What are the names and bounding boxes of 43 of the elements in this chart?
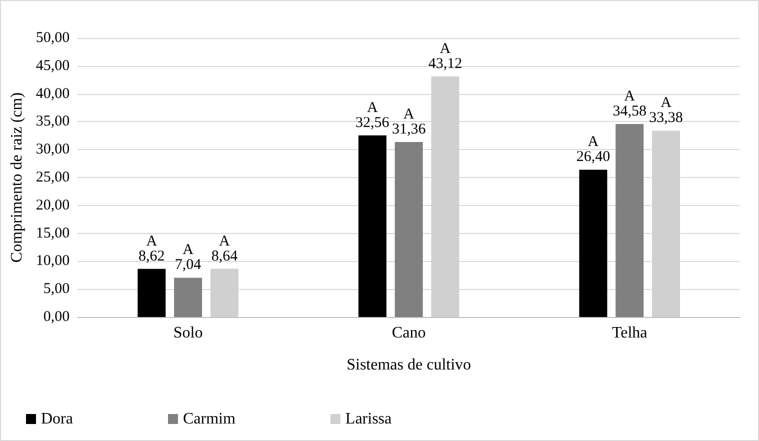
bar — [174, 278, 202, 317]
y-tick-label: 5,00 — [43, 281, 70, 298]
data-label: 34,58 — [612, 104, 646, 120]
data-label: 32,56 — [356, 114, 390, 131]
y-tick-label: 40,00 — [36, 86, 70, 102]
y-tick-label: 0,00 — [43, 309, 70, 325]
bar — [394, 142, 423, 317]
annotation: A — [440, 40, 451, 57]
x-tick-label: Cano — [392, 324, 426, 342]
y-axis-title: Comprimento de raiz (cm) — [8, 92, 26, 263]
data-label: 31,36 — [392, 122, 426, 138]
y-tick-label: 10,00 — [36, 253, 70, 270]
bar — [138, 268, 166, 317]
legend-label: Larissa — [345, 410, 392, 428]
annotation: A — [660, 95, 672, 112]
y-tick-label: 50,00 — [36, 30, 70, 46]
annotation: A — [146, 233, 158, 250]
annotation: A — [182, 242, 194, 258]
x-tick-label: Solo — [173, 324, 203, 342]
y-tick-label: 20,00 — [36, 197, 70, 214]
y-tick-label: 30,00 — [36, 142, 70, 158]
annotation: A — [624, 88, 636, 105]
data-label: 43,12 — [428, 56, 462, 72]
x-axis-title: Sistemas de cultivo — [346, 356, 472, 374]
legend-label: Carmim — [182, 410, 236, 428]
y-tick-label: 15,00 — [36, 225, 70, 242]
data-label: 8,62 — [138, 248, 165, 264]
annotation: A — [219, 233, 230, 250]
annotation: A — [588, 134, 599, 150]
data-label: 33,38 — [649, 110, 683, 126]
y-tick-label: 35,00 — [36, 114, 70, 130]
bar — [358, 135, 386, 317]
data-label: 7,04 — [174, 257, 202, 274]
y-tick-label: 45,00 — [36, 58, 70, 74]
x-tick-label: Telha — [612, 324, 648, 342]
bar — [616, 124, 644, 317]
y-tick-label: 25,00 — [36, 170, 70, 186]
bar — [579, 170, 608, 317]
legend-label: Dora — [41, 410, 73, 428]
annotation: A — [403, 106, 414, 123]
annotation: A — [367, 100, 378, 116]
data-label: 26,40 — [576, 149, 610, 166]
data-label: 8,64 — [211, 248, 238, 264]
